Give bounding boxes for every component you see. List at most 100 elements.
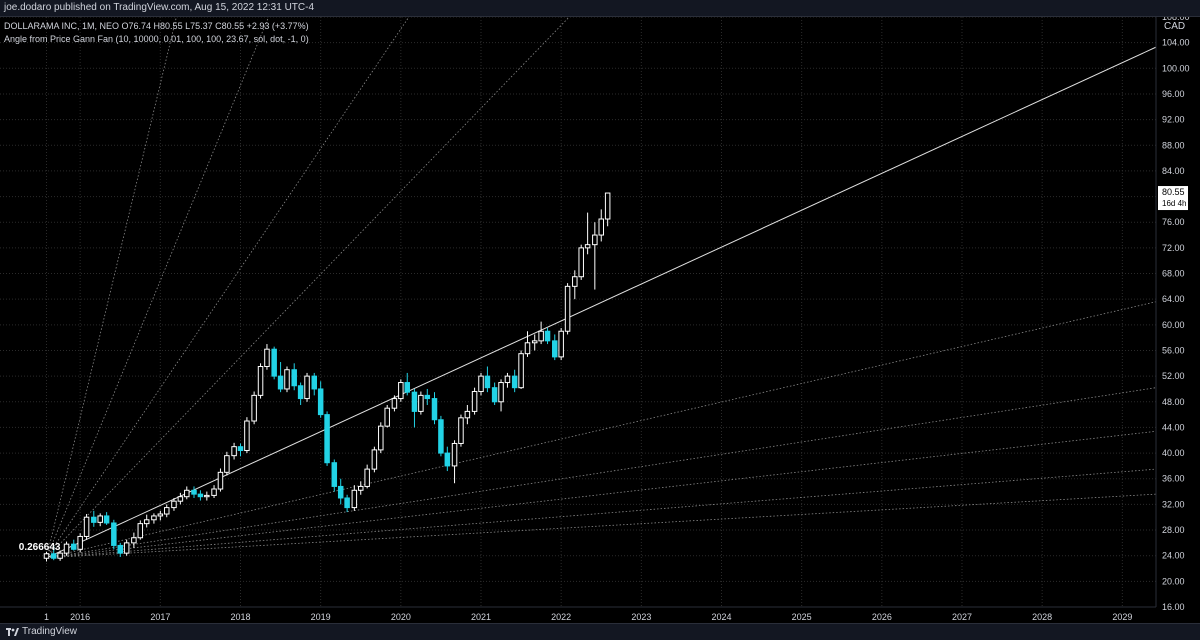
- candle: [224, 451, 230, 476]
- candle: [464, 404, 471, 425]
- candle-body-down: [111, 522, 117, 546]
- candle: [43, 551, 50, 562]
- price-tick-label: 20.00: [1162, 576, 1185, 586]
- gann-fan-line-dotted: [46, 301, 1157, 559]
- candle: [404, 372, 410, 396]
- candle: [257, 363, 264, 399]
- candle-body-up: [97, 515, 103, 523]
- candle: [552, 334, 558, 361]
- candle: [284, 366, 290, 393]
- candle: [103, 512, 110, 525]
- candle: [50, 546, 57, 561]
- candle: [572, 270, 578, 300]
- candle: [171, 497, 177, 511]
- candle-body-up: [458, 417, 464, 444]
- candle: [57, 550, 63, 561]
- gann-fan-line-dotted: [46, 17, 410, 559]
- candle-body-up: [224, 455, 230, 473]
- candle-body-up: [478, 375, 484, 393]
- candle: [117, 542, 123, 557]
- candle: [604, 192, 611, 227]
- candle-body-down: [103, 515, 110, 524]
- footer-bar: TradingView: [0, 623, 1200, 640]
- candle: [378, 422, 384, 454]
- gann-fan-line-dotted: [46, 430, 1157, 559]
- gann-fan-line-dotted: [46, 17, 269, 558]
- candle-body-down: [337, 485, 344, 499]
- candle-body-down: [324, 414, 330, 464]
- candle-body-up: [77, 535, 83, 550]
- candle-body-up: [43, 553, 50, 559]
- price-tick-label: 108.00: [1162, 17, 1190, 22]
- time-tick-label: 1: [44, 612, 49, 622]
- candle-body-down: [237, 446, 244, 452]
- candle: [244, 417, 250, 454]
- price-tick-label: 48.00: [1162, 397, 1185, 407]
- candle-body-up: [384, 407, 390, 427]
- candle: [411, 388, 418, 428]
- price-axis[interactable]: CAD 16.00 20.00 24.00 28.00 32.00 36.00 40.00 4…: [1155, 17, 1190, 612]
- candle: [418, 391, 424, 415]
- candle-body-down: [444, 452, 451, 467]
- candle: [431, 392, 438, 425]
- price-tick-label: 92.00: [1162, 115, 1185, 125]
- currency-label: CAD: [1164, 21, 1185, 32]
- candle: [584, 212, 591, 255]
- candle-body-up: [592, 234, 598, 246]
- candle-body-up: [371, 449, 378, 470]
- candle-body-down: [91, 516, 97, 523]
- candle: [324, 411, 330, 466]
- candle-body-down: [117, 544, 123, 554]
- price-tick-label: 52.00: [1162, 371, 1185, 381]
- chart-grid: [0, 17, 1156, 608]
- candle: [491, 382, 498, 405]
- candle: [63, 541, 70, 556]
- candle-body-up: [143, 519, 150, 525]
- origin-annotation: 0.266643: [19, 542, 61, 553]
- candle-body-up: [464, 410, 471, 419]
- candle-body-up: [418, 394, 424, 412]
- price-tick-label: 60.00: [1162, 320, 1185, 330]
- time-tick-label: 2016: [70, 612, 90, 622]
- candle: [291, 363, 297, 391]
- candle-body-down: [331, 462, 338, 487]
- candle-body-up: [598, 218, 604, 236]
- published-header: joe.dodaro published on TradingView.com,…: [0, 0, 1200, 17]
- time-tick-label: 2026: [872, 612, 892, 622]
- candle: [277, 362, 284, 393]
- price-chart[interactable]: CAD 16.00 20.00 24.00 28.00 32.00 36.00 40.00 4…: [0, 17, 1200, 623]
- candles: [43, 192, 611, 562]
- candle: [331, 459, 338, 492]
- candle-body-down: [71, 543, 77, 550]
- time-tick-label: 2025: [792, 612, 812, 622]
- time-tick-label: 2023: [631, 612, 651, 622]
- candle-body-up: [304, 375, 310, 400]
- candle: [344, 494, 350, 513]
- candle: [364, 464, 370, 489]
- price-tick-label: 28.00: [1162, 525, 1185, 535]
- candle-body-up: [137, 523, 144, 539]
- price-tick-label: 36.00: [1162, 474, 1185, 484]
- candle: [504, 372, 511, 388]
- candle-body-up: [171, 500, 177, 509]
- candle: [391, 395, 398, 412]
- candle: [157, 510, 164, 521]
- time-tick-label: 2024: [711, 612, 731, 622]
- candle-body-up: [398, 382, 404, 400]
- time-tick-label: 2022: [551, 612, 571, 622]
- brand-label: TradingView: [22, 626, 78, 637]
- indicator-legend: Angle from Price Gann Fan (10, 10000, 0.…: [4, 34, 309, 44]
- last-price-label: 80.55 16d 4h: [1158, 186, 1188, 211]
- candle-body-up: [564, 285, 571, 332]
- candle: [357, 481, 364, 495]
- candle-body-down: [291, 369, 297, 387]
- price-tick-label: 32.00: [1162, 499, 1185, 509]
- candle-body-down: [544, 330, 551, 342]
- candle-body-up: [217, 471, 224, 490]
- candle: [538, 321, 544, 345]
- candle: [511, 369, 518, 393]
- candle-body-up: [471, 391, 478, 412]
- candle-body-down: [411, 391, 418, 412]
- time-axis[interactable]: 1 2016 2017 2018 2019 2020 2021 2022 2023 2024 202…: [0, 606, 1156, 622]
- candle: [211, 485, 217, 498]
